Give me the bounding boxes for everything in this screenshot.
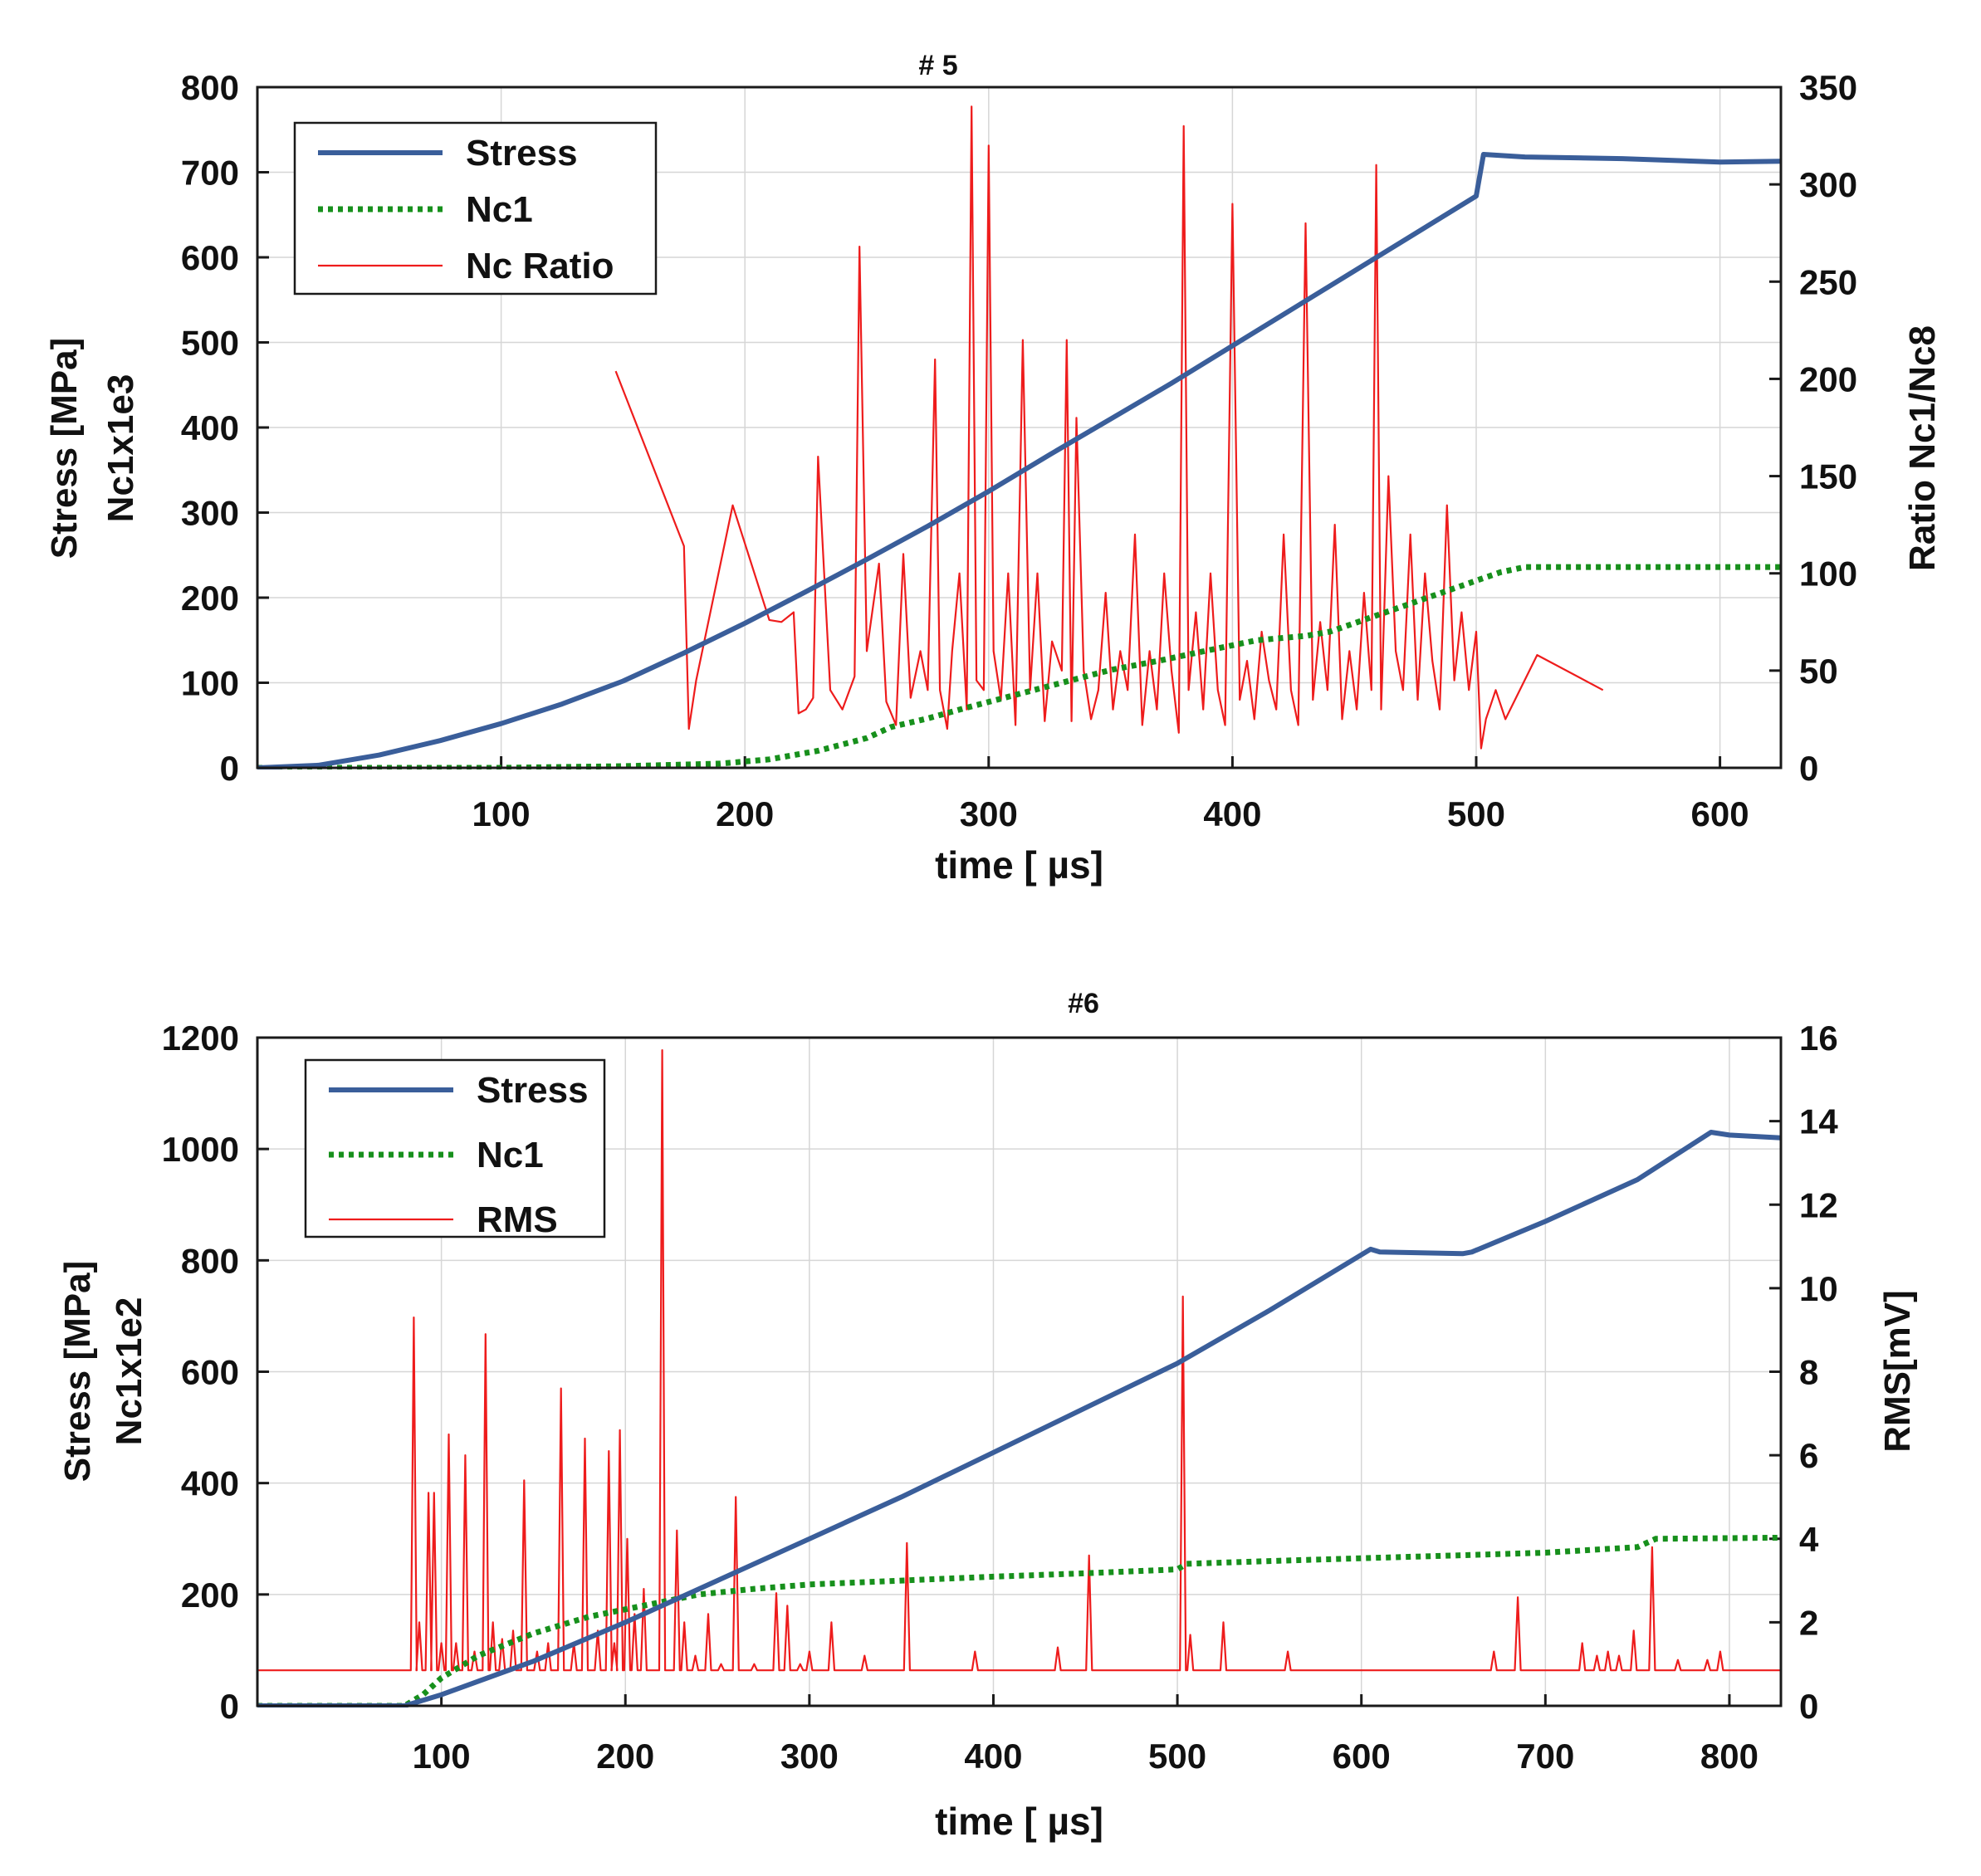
y-tick-label: 100 bbox=[181, 664, 239, 703]
y-tick-label: 400 bbox=[181, 408, 239, 447]
y2-tick-label: 12 bbox=[1799, 1185, 1838, 1224]
y-axis-label: Nc1x1e3 bbox=[100, 374, 141, 523]
x-tick-label: 500 bbox=[1148, 1737, 1206, 1776]
plot-frame bbox=[256, 85, 1783, 769]
legend-entry: Stress bbox=[477, 1070, 589, 1111]
y2-tick-label: 14 bbox=[1799, 1102, 1838, 1141]
y2-tick-label: 50 bbox=[1799, 652, 1838, 691]
y2-tick-label: 8 bbox=[1799, 1353, 1818, 1392]
y-tick-label: 600 bbox=[181, 238, 239, 277]
y-tick-label: 600 bbox=[181, 1353, 239, 1392]
legend-entry: Nc Ratio bbox=[466, 246, 614, 286]
legend: Stress Nc1 RMS bbox=[304, 1058, 606, 1240]
y2-tick-label: 0 bbox=[1799, 749, 1818, 788]
y-tick-label: 0 bbox=[220, 749, 239, 788]
y-tick-label: 1000 bbox=[162, 1130, 239, 1169]
y2-axis-label: Ratio Nc1/Nc8 bbox=[1902, 325, 1943, 571]
y2-tick-label: 200 bbox=[1799, 359, 1857, 398]
chart-title: # 5 bbox=[918, 50, 957, 81]
chart-title: #6 bbox=[1068, 988, 1099, 1019]
y-tick-label: 200 bbox=[181, 579, 239, 618]
x-axis-label: time [ µs] bbox=[935, 1800, 1103, 1843]
x-tick-label: 600 bbox=[1691, 794, 1749, 833]
y-tick-label: 0 bbox=[220, 1687, 239, 1726]
y-tick-label: 1200 bbox=[162, 1019, 239, 1058]
x-tick-label: 300 bbox=[780, 1737, 839, 1776]
x-axis-label: time [ µs] bbox=[935, 843, 1103, 887]
x-tick-label: 300 bbox=[960, 794, 1018, 833]
y2-tick-label: 6 bbox=[1799, 1436, 1818, 1475]
legend-entry: Stress bbox=[466, 133, 578, 173]
x-tick-label: 200 bbox=[596, 1737, 654, 1776]
legend-entry: RMS bbox=[477, 1199, 558, 1240]
legend-entry: Nc1 bbox=[477, 1135, 544, 1175]
plot-frame bbox=[256, 1036, 1783, 1707]
y-axis-label: Stress [MPa] bbox=[44, 338, 85, 559]
y-tick-label: 700 bbox=[181, 154, 239, 193]
series-line-nc-ratio bbox=[614, 105, 1604, 750]
y2-tick-label: 250 bbox=[1799, 262, 1857, 301]
x-tick-label: 400 bbox=[1203, 794, 1261, 833]
x-tick-label: 400 bbox=[964, 1737, 1022, 1776]
y-tick-label: 800 bbox=[181, 1241, 239, 1280]
x-tick-label: 600 bbox=[1333, 1737, 1391, 1776]
y2-tick-label: 2 bbox=[1799, 1603, 1818, 1642]
x-tick-label: 800 bbox=[1700, 1737, 1758, 1776]
series-line-stress bbox=[257, 1130, 1781, 1707]
y-tick-label: 200 bbox=[181, 1576, 239, 1615]
y2-tick-label: 350 bbox=[1799, 68, 1857, 107]
y2-tick-label: 10 bbox=[1799, 1269, 1838, 1308]
y2-tick-label: 100 bbox=[1799, 554, 1857, 594]
x-tick-label: 100 bbox=[413, 1737, 471, 1776]
y-axis-label: Stress [MPa] bbox=[57, 1261, 98, 1483]
y2-tick-label: 0 bbox=[1799, 1687, 1818, 1726]
series-line-nc1 bbox=[257, 1534, 1781, 1707]
y2-tick-label: 16 bbox=[1799, 1019, 1838, 1058]
x-tick-label: 500 bbox=[1447, 794, 1505, 833]
y2-axis-label: RMS[mV] bbox=[1877, 1290, 1918, 1453]
series-layer bbox=[257, 1049, 1781, 1707]
legend-entry: Nc1 bbox=[466, 189, 533, 230]
y-tick-label: 300 bbox=[181, 494, 239, 533]
y2-tick-label: 300 bbox=[1799, 165, 1857, 204]
y-tick-label: 500 bbox=[181, 324, 239, 363]
y2-tick-label: 150 bbox=[1799, 457, 1857, 496]
series-line-stress bbox=[257, 152, 1781, 769]
x-tick-label: 200 bbox=[716, 794, 774, 833]
legend: Stress Nc1 Nc Ratio bbox=[293, 121, 658, 296]
series-layer bbox=[257, 105, 1781, 769]
y2-tick-label: 4 bbox=[1799, 1520, 1819, 1559]
y-tick-label: 800 bbox=[181, 68, 239, 107]
x-tick-label: 700 bbox=[1516, 1737, 1574, 1776]
y-axis-label: Nc1x1e2 bbox=[109, 1297, 149, 1446]
y-tick-label: 400 bbox=[181, 1464, 239, 1503]
x-tick-label: 100 bbox=[472, 794, 531, 833]
series-line-rms bbox=[257, 1049, 1781, 1672]
